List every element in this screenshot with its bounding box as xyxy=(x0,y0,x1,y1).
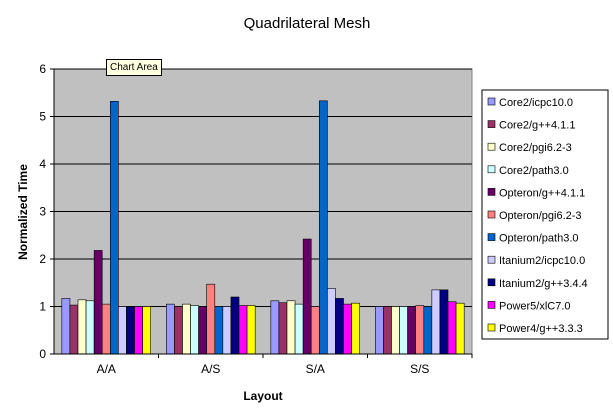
bar xyxy=(407,306,417,355)
bar xyxy=(343,303,352,355)
legend-swatch xyxy=(487,165,496,174)
x-tick-label: A/S xyxy=(201,362,220,376)
legend-swatch xyxy=(487,188,496,196)
bar xyxy=(85,300,95,355)
legend-swatch xyxy=(487,142,496,151)
bar xyxy=(294,303,304,355)
bar xyxy=(214,306,224,355)
bar xyxy=(182,303,191,355)
y-tick-label: 4 xyxy=(39,157,46,171)
legend-label: Power4/g++3.3.3 xyxy=(499,323,583,335)
bar xyxy=(230,296,240,355)
bar xyxy=(126,306,135,355)
bar xyxy=(310,306,320,355)
x-axis-label: Layout xyxy=(243,389,282,403)
bar xyxy=(270,300,280,355)
bar xyxy=(166,303,175,355)
bar xyxy=(69,304,79,355)
legend-label: Opteron/path3.0 xyxy=(499,233,579,245)
y-tick-label: 3 xyxy=(39,205,46,219)
bar xyxy=(109,101,119,355)
bar xyxy=(93,250,103,355)
chart-title: Quadrilateral Mesh xyxy=(244,15,371,32)
bar xyxy=(327,288,336,355)
y-tick-label: 6 xyxy=(39,62,46,76)
bar xyxy=(399,306,408,355)
bars xyxy=(61,100,465,355)
bar xyxy=(174,306,183,355)
legend-label: Itanium2/g++3.4.4 xyxy=(499,278,588,290)
legend: Core2/icpc10.0 Core2/g++4.1.1 Core2/pgi6.2… xyxy=(487,97,588,335)
axes: 0 1 2 3 4 5 6 A/A A/S S/A S/S xyxy=(39,62,473,376)
legend-swatch xyxy=(487,278,496,287)
legend-swatch xyxy=(487,323,496,332)
x-tick-label: S/S xyxy=(410,362,429,376)
legend-label: Core2/g++4.1.1 xyxy=(499,120,575,132)
legend-swatch xyxy=(487,120,496,128)
bar xyxy=(198,306,208,355)
legend-label: Itanium2/icpc10.0 xyxy=(499,255,585,267)
bar xyxy=(318,100,328,355)
legend-label: Core2/pgi6.2-3 xyxy=(499,142,572,154)
y-tick-label: 1 xyxy=(39,300,46,314)
bar xyxy=(415,305,425,355)
bar xyxy=(246,305,256,355)
y-tick-label: 0 xyxy=(39,347,46,361)
legend-swatch xyxy=(487,301,496,309)
bar xyxy=(335,298,344,355)
y-tick-label: 2 xyxy=(39,252,46,266)
bar xyxy=(431,289,441,355)
legend-swatch xyxy=(487,97,496,106)
legend-label: Core2/path3.0 xyxy=(499,165,569,177)
bar xyxy=(375,306,384,355)
x-tick-label: S/A xyxy=(306,362,325,376)
legend-label: Power5/xlC7.0 xyxy=(499,300,571,312)
bar xyxy=(206,283,216,355)
bar xyxy=(391,306,400,355)
bar xyxy=(383,306,392,355)
bar xyxy=(77,299,87,355)
bar xyxy=(447,301,457,355)
bar xyxy=(142,306,151,355)
bar xyxy=(286,300,296,355)
chart-area-tooltip: Chart Area xyxy=(106,59,162,76)
bar xyxy=(222,306,232,355)
legend-swatch xyxy=(487,233,496,241)
legend-label: Opteron/g++4.1.1 xyxy=(499,187,585,199)
bar xyxy=(302,238,312,355)
legend-swatch xyxy=(487,255,496,264)
bar xyxy=(423,306,433,355)
legend-box[interactable] xyxy=(481,89,609,340)
legend-label: Opteron/pgi6.2-3 xyxy=(499,210,582,222)
y-tick-label: 5 xyxy=(39,110,46,124)
bar xyxy=(190,305,199,355)
bar xyxy=(439,289,449,355)
bar xyxy=(118,306,127,355)
x-tick-label: A/A xyxy=(97,362,116,376)
y-axis-label: Normalized Time xyxy=(16,164,30,260)
bar xyxy=(134,306,143,355)
legend-swatch xyxy=(487,210,496,219)
bar xyxy=(278,302,288,355)
bar xyxy=(61,298,71,355)
bar xyxy=(351,302,360,355)
legend-label: Core2/icpc10.0 xyxy=(499,97,573,109)
bar xyxy=(238,305,248,355)
bar xyxy=(455,302,465,355)
bar xyxy=(101,303,111,355)
